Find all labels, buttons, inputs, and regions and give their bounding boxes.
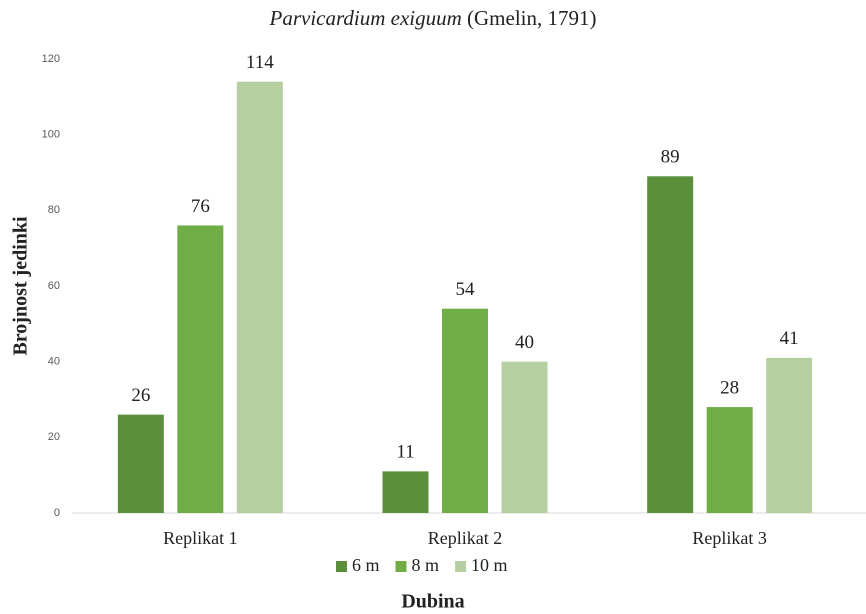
y-axis-label: Brojnost jedinki: [10, 216, 32, 356]
x-tick-label: Replikat 2: [428, 528, 503, 548]
chart-title: Parvicardium exiguum (Gmelin, 1791): [269, 6, 597, 30]
data-label: 28: [720, 377, 739, 398]
bar: [766, 357, 813, 513]
y-tick-label: 80: [48, 204, 60, 216]
title-species: Parvicardium exiguum: [269, 6, 462, 30]
bar: [706, 407, 753, 513]
title-author: (Gmelin, 1791): [467, 6, 596, 30]
data-label: 11: [396, 442, 414, 463]
x-axis-label: Dubina: [401, 591, 464, 613]
data-label: 54: [456, 279, 476, 300]
bar: [442, 308, 488, 513]
legend-label: 8 m: [412, 555, 440, 575]
x-tick-label: Replikat 3: [692, 528, 767, 548]
data-label: 114: [246, 52, 274, 73]
bar: [501, 361, 548, 513]
y-tick-label: 20: [48, 431, 60, 443]
y-tick-label: 100: [42, 129, 60, 141]
bar: [236, 81, 283, 513]
legend-swatch: [336, 561, 347, 572]
data-label: 41: [780, 328, 799, 349]
legend-swatch: [455, 561, 467, 572]
y-tick-label: 60: [48, 280, 60, 292]
bar: [647, 176, 694, 514]
data-label: 26: [131, 385, 150, 406]
x-tick-label: Replikat 1: [163, 528, 238, 548]
y-tick-label: 120: [42, 53, 60, 65]
bar: [177, 225, 224, 513]
data-label: 40: [515, 332, 534, 353]
y-tick-label: 0: [54, 507, 60, 519]
bar: [382, 471, 429, 513]
bar: [117, 414, 164, 513]
legend-label: 6 m: [352, 555, 380, 575]
legend-swatch: [395, 561, 407, 572]
y-tick-label: 40: [48, 356, 60, 368]
data-label: 76: [191, 196, 210, 217]
legend-label: 10 m: [471, 555, 508, 575]
data-label: 89: [661, 147, 680, 168]
